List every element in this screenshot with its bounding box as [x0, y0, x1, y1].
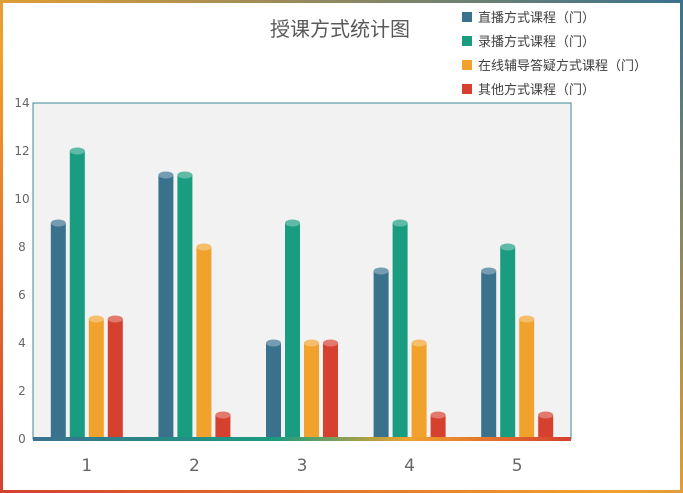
- bar-2-1: [69, 147, 85, 439]
- bars: [50, 147, 554, 439]
- bar-body: [373, 271, 389, 439]
- bar-cap: [158, 171, 174, 179]
- bar-body: [323, 343, 338, 439]
- bar-cap: [50, 219, 66, 227]
- bar-cap: [304, 339, 319, 347]
- bar-body: [304, 343, 319, 439]
- bar-body: [107, 319, 123, 439]
- legend-item: 其他方式课程（门）: [462, 82, 595, 98]
- legend-label: 录播方式课程（门）: [478, 34, 595, 50]
- legend-label: 直播方式课程（门）: [478, 10, 595, 26]
- bar-body: [215, 415, 231, 439]
- y-tick-label: 8: [18, 240, 26, 254]
- bar-4-4: [430, 411, 446, 439]
- bar-cap: [69, 147, 85, 155]
- bar-cap: [285, 219, 300, 227]
- bar-body: [285, 223, 300, 439]
- bar-1-2: [158, 171, 174, 439]
- bar-body: [88, 319, 104, 439]
- bar-cap: [107, 315, 123, 323]
- legend: 直播方式课程（门） 录播方式课程（门） 在线辅导答疑方式课程（门） 其他方式课程（门）: [462, 10, 647, 98]
- legend-swatch: [462, 12, 472, 22]
- y-tick-label: 6: [18, 288, 26, 302]
- bar-4-5: [538, 411, 554, 439]
- legend-label: 在线辅导答疑方式课程（门）: [478, 58, 647, 74]
- bar-2-5: [500, 243, 516, 439]
- bar-body: [500, 247, 516, 439]
- bar-cap: [538, 411, 554, 419]
- bar-4-3: [323, 339, 338, 439]
- bar-cap: [411, 339, 427, 347]
- x-tick-label: 5: [512, 456, 523, 476]
- bar-3-2: [196, 243, 212, 439]
- bar-3-3: [304, 339, 319, 439]
- bar-body: [177, 175, 193, 439]
- bar-body: [481, 271, 497, 439]
- bar-cap: [500, 243, 516, 251]
- bar-1-3: [266, 339, 281, 439]
- bar-body: [158, 175, 174, 439]
- bar-cap: [196, 243, 212, 251]
- chart-title: 授课方式统计图: [270, 17, 410, 41]
- legend-item: 在线辅导答疑方式课程（门）: [462, 58, 647, 74]
- bar-body: [519, 319, 535, 439]
- bar-body: [266, 343, 281, 439]
- x-tick-label: 2: [189, 456, 200, 476]
- bar-body: [430, 415, 446, 439]
- bar-cap: [266, 339, 281, 347]
- legend-swatch: [462, 36, 472, 46]
- bar-body: [69, 151, 85, 439]
- legend-swatch: [462, 60, 472, 70]
- legend-item: 录播方式课程（门）: [462, 34, 595, 50]
- bar-1-5: [481, 267, 497, 439]
- bar-2-3: [285, 219, 300, 439]
- bar-cap: [323, 339, 338, 347]
- y-tick-label: 4: [18, 336, 26, 350]
- bar-1-1: [50, 219, 66, 439]
- legend-label: 其他方式课程（门）: [478, 82, 595, 98]
- bar-4-2: [215, 411, 231, 439]
- bar-cap: [392, 219, 408, 227]
- x-tick-label: 1: [81, 456, 92, 476]
- bar-2-4: [392, 219, 408, 439]
- y-tick-label: 10: [14, 192, 29, 206]
- bar-body: [411, 343, 427, 439]
- bar-body: [538, 415, 554, 439]
- x-tick-label: 4: [404, 456, 415, 476]
- y-tick-label: 2: [18, 384, 26, 398]
- x-axis-ticks: 1 2 3 4 5: [81, 456, 522, 476]
- bar-1-4: [373, 267, 389, 439]
- bar-cap: [215, 411, 231, 419]
- y-axis-ticks: 0 2 4 6 8 10 12 14: [14, 96, 29, 446]
- bar-4-1: [107, 315, 123, 439]
- bar-2-2: [177, 171, 193, 439]
- bar-cap: [88, 315, 104, 323]
- bar-3-5: [519, 315, 535, 439]
- bar-body: [392, 223, 408, 439]
- bar-3-4: [411, 339, 427, 439]
- y-tick-label: 12: [14, 144, 29, 158]
- bar-cap: [373, 267, 389, 275]
- bar-cap: [430, 411, 446, 419]
- y-tick-label: 14: [14, 96, 29, 110]
- bar-body: [50, 223, 66, 439]
- x-axis-line: [33, 437, 571, 441]
- legend-item: 直播方式课程（门）: [462, 10, 595, 26]
- bar-cap: [177, 171, 193, 179]
- bar-body: [196, 247, 212, 439]
- bar-cap: [519, 315, 535, 323]
- y-tick-label: 0: [18, 432, 26, 446]
- bar-3-1: [88, 315, 104, 439]
- legend-swatch: [462, 84, 472, 94]
- bar-cap: [481, 267, 497, 275]
- x-tick-label: 3: [297, 456, 308, 476]
